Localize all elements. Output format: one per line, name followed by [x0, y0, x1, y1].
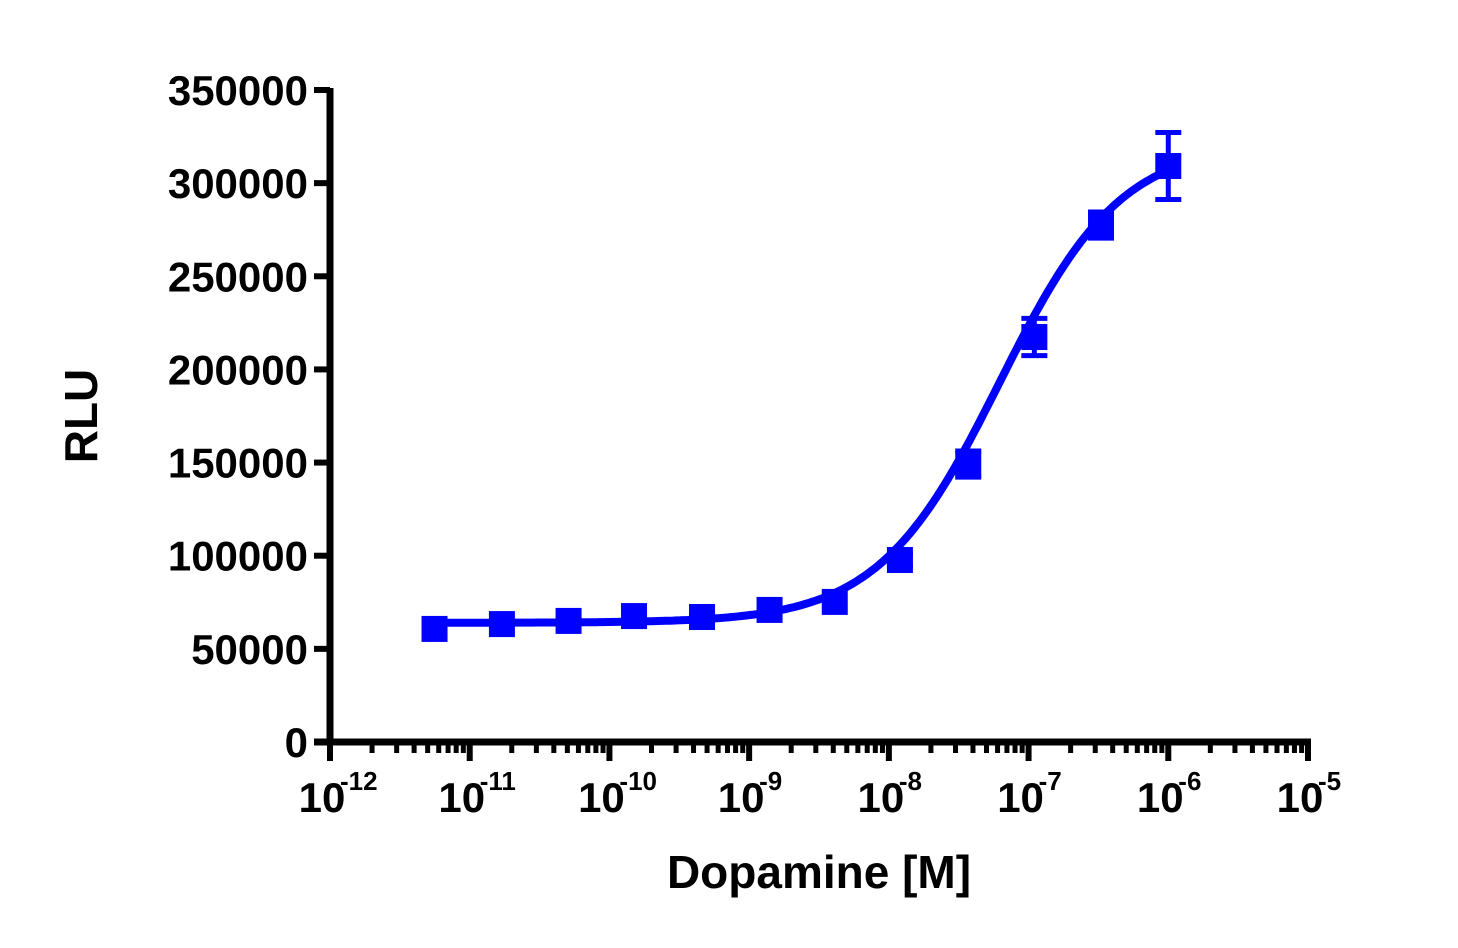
- data-point: [689, 604, 716, 631]
- data-point: [1021, 324, 1048, 351]
- data-point: [756, 596, 783, 623]
- x-tick-label: 10: [299, 774, 346, 821]
- x-tick-exponent: -9: [759, 766, 782, 796]
- x-tick-exponent: -6: [1178, 766, 1201, 796]
- data-point: [1155, 153, 1182, 180]
- data-point: [955, 451, 982, 478]
- y-tick-label: 0: [285, 719, 308, 766]
- y-tick-label: 150000: [168, 440, 308, 487]
- x-tick-exponent: -12: [340, 766, 378, 796]
- x-tick-label: 10: [997, 774, 1044, 821]
- y-tick-label: 350000: [168, 67, 308, 114]
- x-tick-exponent: -10: [619, 766, 657, 796]
- x-tick-exponent: -7: [1039, 766, 1062, 796]
- x-tick-exponent: -5: [1318, 766, 1341, 796]
- x-tick-label: 10: [438, 774, 485, 821]
- data-point: [821, 588, 848, 615]
- x-axis-title: Dopamine [M]: [667, 846, 971, 898]
- data-point: [621, 603, 648, 630]
- x-tick-label: 10: [1137, 774, 1184, 821]
- y-tick-label: 300000: [168, 160, 308, 207]
- y-tick-label: 100000: [168, 533, 308, 580]
- data-point: [886, 546, 913, 573]
- y-tick-label: 250000: [168, 253, 308, 300]
- data-point: [555, 607, 582, 634]
- data-point: [421, 615, 448, 642]
- data-point: [1088, 212, 1115, 239]
- x-tick-label: 10: [857, 774, 904, 821]
- x-tick-label: 10: [1277, 774, 1324, 821]
- y-tick-label: 50000: [191, 626, 308, 673]
- x-tick-label: 10: [578, 774, 625, 821]
- x-tick-exponent: -8: [899, 766, 922, 796]
- y-tick-label: 200000: [168, 346, 308, 393]
- data-point: [488, 611, 515, 638]
- y-axis-title: RLU: [55, 369, 107, 464]
- x-tick-label: 10: [718, 774, 765, 821]
- fit-curve: [434, 166, 1170, 627]
- x-tick-exponent: -11: [480, 766, 516, 796]
